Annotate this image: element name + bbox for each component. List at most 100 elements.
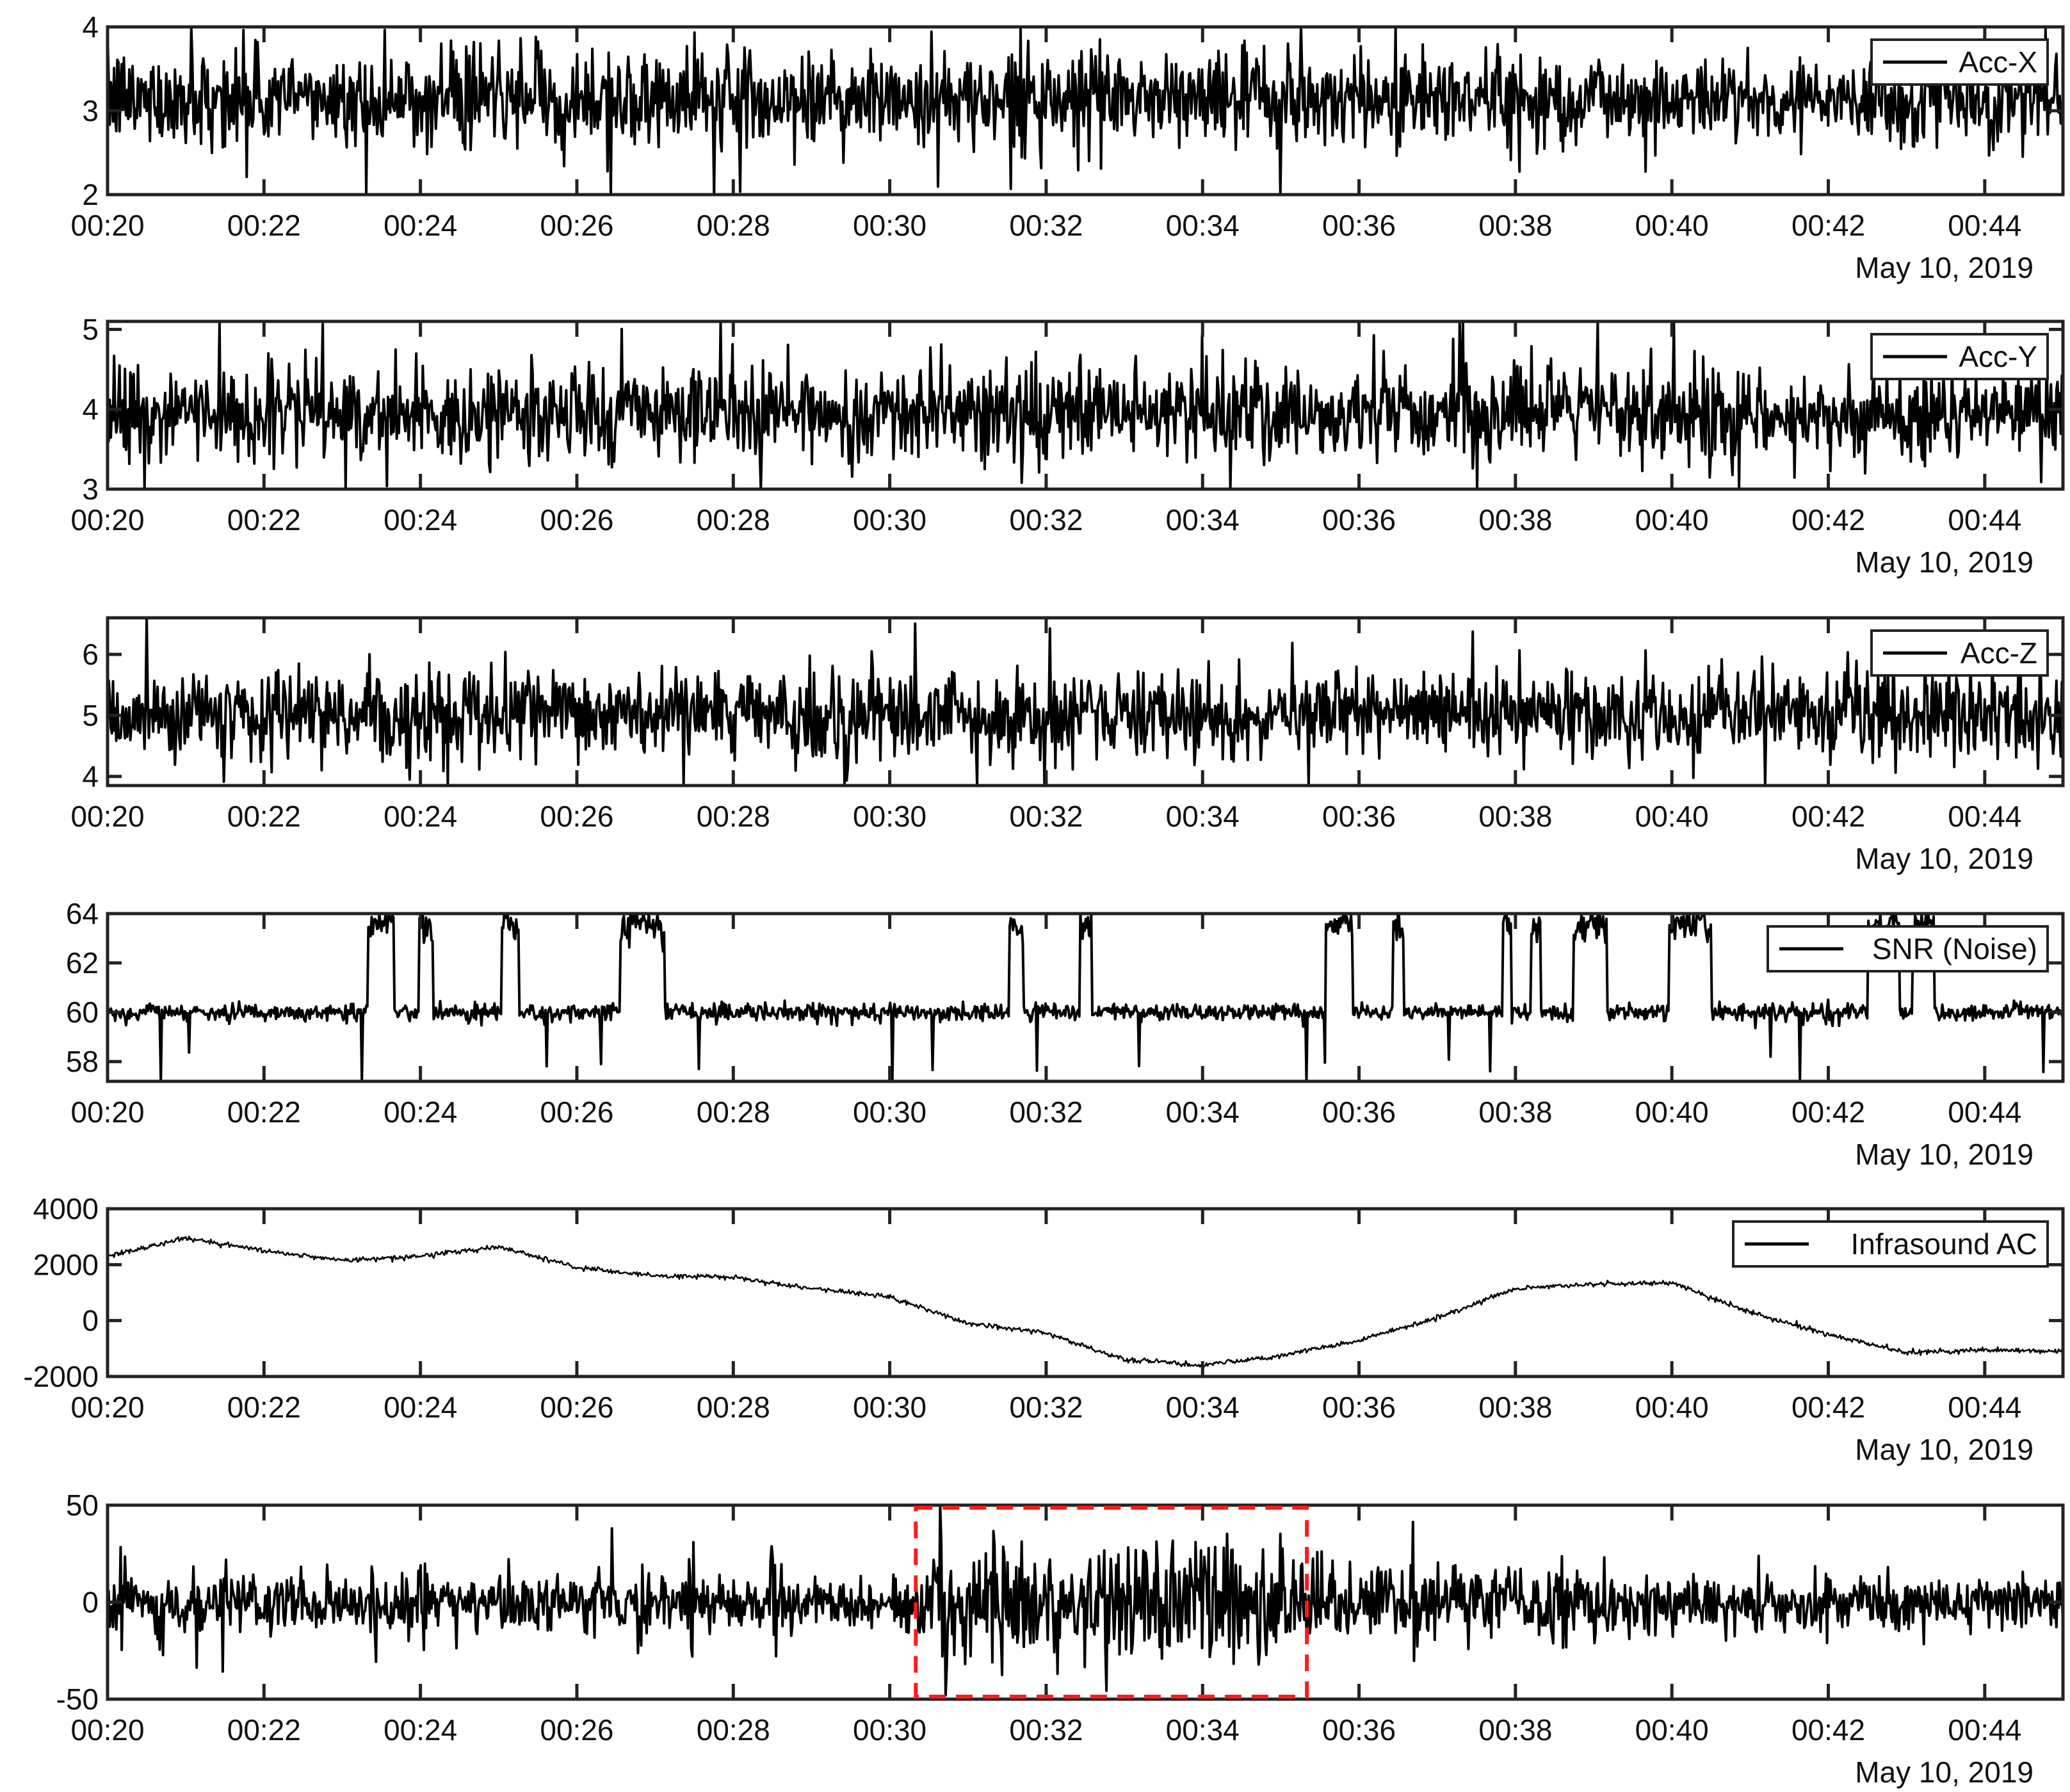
legend: Infrasound AC [1732, 1220, 2049, 1268]
x-tick-label: 00:26 [540, 209, 613, 242]
y-tick-label: 4000 [33, 1192, 99, 1225]
y-tick-label: 64 [66, 897, 99, 930]
x-tick-label: 00:42 [1791, 1713, 1865, 1747]
x-tick-label: 00:36 [1322, 1391, 1396, 1424]
y-tick-label: -50 [56, 1683, 99, 1716]
x-tick-label: 00:24 [384, 1095, 457, 1129]
x-tick-label: 00:22 [227, 209, 301, 242]
x-tick-label: 00:40 [1635, 1391, 1709, 1424]
legend-label: Acc-X [1959, 45, 2037, 79]
y-tick-label: 58 [66, 1045, 99, 1078]
x-tick-label: 00:30 [853, 800, 926, 833]
y-tick-label: 4 [82, 10, 99, 44]
series-line-acc-z [108, 618, 2063, 786]
x-tick-label: 00:20 [70, 1713, 144, 1747]
y-tick-label: 5 [82, 698, 99, 732]
legend: Acc-Y [1870, 333, 2049, 380]
x-tick-label: 00:42 [1791, 1095, 1865, 1129]
x-tick-label: 00:38 [1478, 503, 1552, 537]
x-tick-label: 00:44 [1948, 1095, 2021, 1129]
x-tick-label: 00:20 [70, 1095, 144, 1129]
x-tick-label: 00:30 [853, 1391, 926, 1424]
x-tick-label: 00:24 [384, 1713, 457, 1747]
y-tick-label: 0 [82, 1304, 99, 1337]
x-tick-label: 00:36 [1322, 503, 1396, 537]
highlight-box [914, 1506, 1309, 1699]
x-tick-label: 00:32 [1009, 1095, 1083, 1129]
y-tick-label: 50 [66, 1489, 99, 1522]
axes-frame [106, 319, 2065, 491]
y-tick-label: 60 [66, 996, 99, 1029]
x-tick-label: 00:32 [1009, 503, 1083, 537]
x-tick-label: 00:30 [853, 503, 926, 537]
panel-5: 00:20 00:22 00:24 00:26 00:28 00:30 00:32 00:34… [23, 1192, 2065, 1466]
panel-4: 00:20 00:22 00:24 00:26 00:28 00:30 00:32 00:34… [66, 897, 2065, 1171]
x-tick-label: 00:34 [1166, 503, 1240, 537]
legend: SNR (Noise) [1767, 925, 2049, 973]
x-tick-label: 00:40 [1635, 1713, 1709, 1747]
x-tick-label: 00:36 [1322, 800, 1396, 833]
panel-2: 00:20 00:22 00:24 00:26 00:28 00:30 00:32 00:34… [70, 312, 2065, 579]
x-tick-label: 00:38 [1478, 800, 1552, 833]
axes-frame [106, 1207, 2065, 1378]
x-tick-label: 00:24 [384, 800, 457, 833]
x-tick-label: 00:34 [1166, 1713, 1240, 1747]
x-tick-label: 00:20 [70, 503, 144, 537]
x-tick-label: 00:30 [853, 1095, 926, 1129]
series-line-acc-y [108, 321, 2063, 489]
legend-box [1732, 1220, 2049, 1268]
x-tick-label: 00:34 [1166, 1095, 1240, 1129]
series-line-infrasound [108, 1505, 2063, 1697]
series-line-acc-x [108, 27, 2063, 195]
legend-label: SNR (Noise) [1872, 932, 2037, 965]
x-tick-label: 00:20 [70, 1391, 144, 1424]
date-label: May 10, 2019 [1855, 1433, 2034, 1466]
x-tick-label: 00:24 [384, 503, 457, 537]
legend-label: Acc-Z [1961, 636, 2037, 670]
x-tick-label: 00:28 [697, 1391, 770, 1424]
y-tick-label: 4 [82, 760, 99, 793]
x-tick-label: 00:28 [697, 1713, 770, 1747]
x-tick-label: 00:26 [540, 800, 613, 833]
y-tick-label: 6 [82, 638, 99, 671]
x-tick-label: 00:32 [1009, 209, 1083, 242]
x-tick-label: 00:24 [384, 209, 457, 242]
panel-1: 00:20 00:22 00:24 00:26 00:28 00:30 00:32 00:34… [70, 10, 2065, 284]
x-tick-label: 00:34 [1166, 800, 1240, 833]
x-tick-label: 00:26 [540, 1391, 613, 1424]
x-tick-label: 00:30 [853, 1713, 926, 1747]
x-tick-label: 00:32 [1009, 800, 1083, 833]
legend-label: Infrasound AC [1850, 1227, 2037, 1261]
series-line-snr-noise- [108, 914, 2063, 1081]
x-tick-label: 00:26 [540, 1713, 613, 1747]
x-tick-label: 00:28 [697, 1095, 770, 1129]
x-tick-label: 00:32 [1009, 1391, 1083, 1424]
x-tick-label: 00:40 [1635, 1095, 1709, 1129]
y-tick-label: 2000 [33, 1248, 99, 1281]
x-tick-label: 00:38 [1478, 1391, 1552, 1424]
x-tick-label: 00:28 [697, 209, 770, 242]
x-tick-label: 00:42 [1791, 503, 1865, 537]
x-tick-label: 00:22 [227, 1713, 301, 1747]
x-tick-label: 00:34 [1166, 209, 1240, 242]
x-tick-label: 00:38 [1478, 209, 1552, 242]
x-tick-label: 00:42 [1791, 800, 1865, 833]
x-tick-label: 00:22 [227, 503, 301, 537]
x-tick-label: 00:20 [70, 209, 144, 242]
x-tick-label: 00:36 [1322, 1713, 1396, 1747]
x-tick-label: 00:40 [1635, 209, 1709, 242]
x-tick-label: 00:22 [227, 1391, 301, 1424]
x-tick-label: 00:40 [1635, 503, 1709, 537]
panel-3: 00:20 00:22 00:24 00:26 00:28 00:30 00:32 00:34… [70, 616, 2065, 875]
legend: Acc-X [1870, 38, 2049, 86]
axes-frame [106, 616, 2065, 787]
x-tick-label: 00:38 [1478, 1095, 1552, 1129]
x-tick-label: 00:36 [1322, 1095, 1396, 1129]
legend-label: Acc-Y [1959, 340, 2037, 373]
x-tick-label: 00:34 [1166, 1391, 1240, 1424]
x-tick-label: 00:32 [1009, 1713, 1083, 1747]
y-tick-label: 3 [82, 94, 99, 127]
x-tick-label: 00:40 [1635, 800, 1709, 833]
x-tick-label: 00:22 [227, 800, 301, 833]
